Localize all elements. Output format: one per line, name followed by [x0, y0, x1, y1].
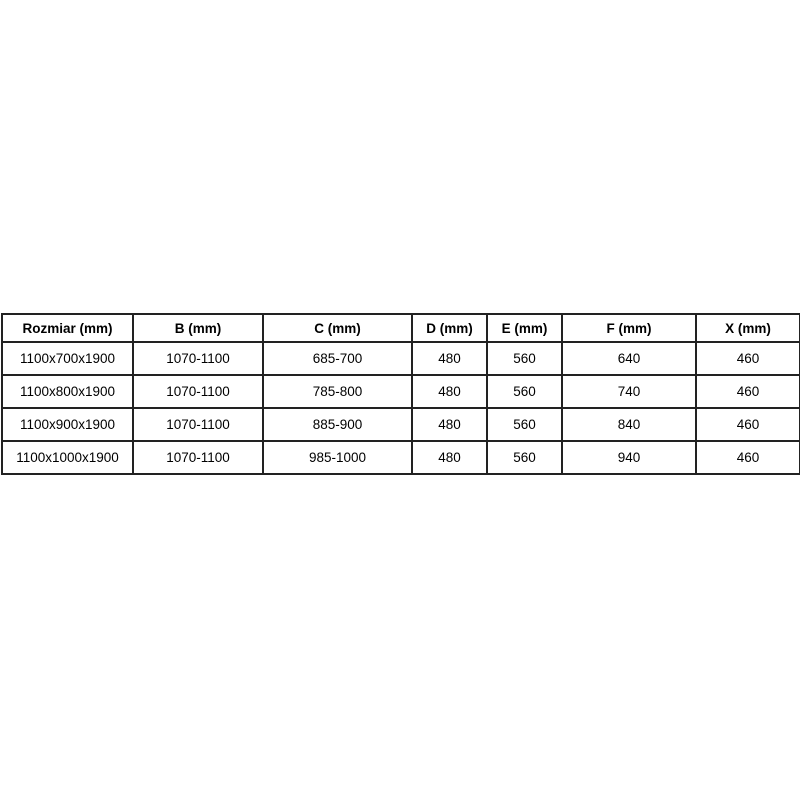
table-cell: 640 [561, 341, 697, 376]
table-cell: 560 [486, 341, 563, 376]
table-cell: 985-1000 [262, 440, 413, 475]
table-cell: 1070-1100 [132, 374, 264, 409]
table-cell: 840 [561, 407, 697, 442]
table-cell: 560 [486, 440, 563, 475]
table-cell: 560 [486, 407, 563, 442]
table-cell: 885-900 [262, 407, 413, 442]
table-cell: 560 [486, 374, 563, 409]
table-cell: 480 [411, 341, 488, 376]
table-row: 1100x900x1900 1070-1100 885-900 480 560 840 46… [1, 407, 800, 442]
column-header: Rozmiar (mm) [1, 313, 134, 343]
size-spec-table: Rozmiar (mm) B (mm) C (mm) D (mm) E (mm) F (m… [1, 313, 800, 475]
table-cell: 1070-1100 [132, 440, 264, 475]
table-cell: 1100x900x1900 [1, 407, 134, 442]
table-cell: 460 [695, 374, 800, 409]
column-header: B (mm) [132, 313, 264, 343]
table-cell: 685-700 [262, 341, 413, 376]
table-cell: 785-800 [262, 374, 413, 409]
column-header: D (mm) [411, 313, 488, 343]
table-row: 1100x800x1900 1070-1100 785-800 480 560 740 46… [1, 374, 800, 409]
table-row: 1100x700x1900 1070-1100 685-700 480 560 640 46… [1, 341, 800, 376]
table-cell: 480 [411, 440, 488, 475]
column-header: F (mm) [561, 313, 697, 343]
table-cell: 1070-1100 [132, 341, 264, 376]
table-cell: 940 [561, 440, 697, 475]
table-cell: 1100x800x1900 [1, 374, 134, 409]
column-header: X (mm) [695, 313, 800, 343]
column-header: C (mm) [262, 313, 413, 343]
table-cell: 460 [695, 440, 800, 475]
table-cell: 480 [411, 374, 488, 409]
table-cell: 1100x700x1900 [1, 341, 134, 376]
table-cell: 460 [695, 341, 800, 376]
table-body: 1100x700x1900 1070-1100 685-700 480 560 640 46… [1, 341, 800, 475]
header-row: Rozmiar (mm) B (mm) C (mm) D (mm) E (mm) F (m… [1, 313, 800, 343]
table-cell: 480 [411, 407, 488, 442]
table-cell: 740 [561, 374, 697, 409]
table-cell: 1100x1000x1900 [1, 440, 134, 475]
table-cell: 1070-1100 [132, 407, 264, 442]
table-cell: 460 [695, 407, 800, 442]
table-row: 1100x1000x1900 1070-1100 985-1000 480 560 940… [1, 440, 800, 475]
column-header: E (mm) [486, 313, 563, 343]
